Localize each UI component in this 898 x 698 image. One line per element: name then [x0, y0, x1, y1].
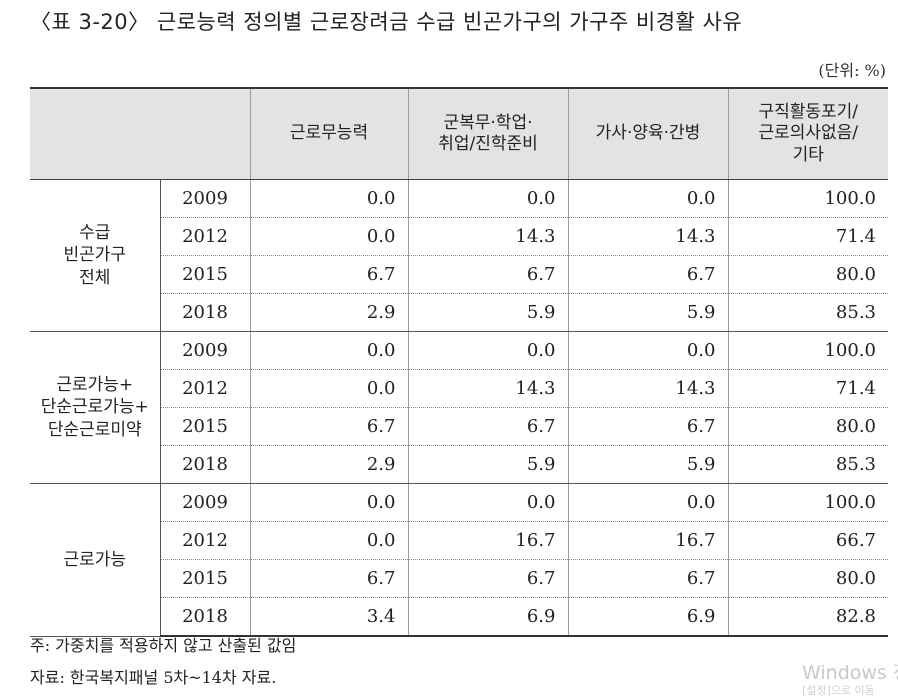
year-cell: 2009 — [160, 179, 250, 218]
table-row: 2015 6.7 6.7 6.7 80.0 — [30, 407, 888, 446]
value-cell: 71.4 — [727, 217, 888, 256]
value-cell: 100.0 — [727, 483, 888, 522]
header-col-housework-care: 가사·양육·간병 — [567, 87, 728, 180]
year-cell: 2015 — [160, 407, 250, 446]
value-cell: 16.7 — [567, 521, 728, 560]
value-cell: 16.7 — [407, 521, 568, 560]
table-row: 2018 3.4 6.9 6.9 82.8 — [30, 597, 888, 637]
windows-activation-watermark: Windows 정 — [802, 662, 898, 684]
header-col-job-giveup-other: 구직활동포기/근로의사없음/기타 — [727, 87, 888, 180]
value-cell: 100.0 — [727, 179, 888, 218]
group-label: 근로가능+ 단순근로가능+ 단순근로미약 — [30, 331, 161, 484]
value-cell: 6.7 — [249, 407, 408, 446]
table-row: 수급 빈곤가구 전체 2009 0.0 0.0 0.0 100.0 — [30, 179, 888, 332]
year-cell: 2009 — [160, 483, 250, 522]
value-cell: 0.0 — [407, 179, 568, 218]
value-cell: 0.0 — [407, 483, 568, 522]
year-cell: 2018 — [160, 597, 250, 637]
value-cell: 5.9 — [567, 445, 728, 484]
table-row: 2012 0.0 14.3 14.3 71.4 — [30, 217, 888, 256]
value-cell: 80.0 — [727, 255, 888, 294]
header-corner — [30, 87, 250, 180]
value-cell: 5.9 — [407, 445, 568, 484]
value-cell: 100.0 — [727, 331, 888, 370]
value-cell: 6.7 — [407, 407, 568, 446]
value-cell: 82.8 — [727, 597, 888, 637]
value-cell: 5.9 — [407, 293, 568, 332]
value-cell: 0.0 — [567, 483, 728, 522]
year-cell: 2009 — [160, 331, 250, 370]
value-cell: 14.3 — [407, 217, 568, 256]
year-cell: 2012 — [160, 369, 250, 408]
header-row: 근로무능력 군복무·학업· 취업/진학준비 가사·양육·간병 구직활동포기/근로의… — [30, 87, 888, 180]
table-row: 2015 6.7 6.7 6.7 80.0 — [30, 255, 888, 294]
value-cell: 6.7 — [567, 559, 728, 598]
year-cell: 2015 — [160, 559, 250, 598]
value-cell: 0.0 — [249, 521, 408, 560]
value-cell: 0.0 — [567, 331, 728, 370]
value-cell: 0.0 — [249, 483, 408, 522]
table-row: 2012 0.0 14.3 14.3 71.4 — [30, 369, 888, 408]
table-row: 2012 0.0 16.7 16.7 66.7 — [30, 521, 888, 560]
value-cell: 80.0 — [727, 407, 888, 446]
value-cell: 6.9 — [407, 597, 568, 637]
value-cell: 0.0 — [249, 217, 408, 256]
table-row: 2018 2.9 5.9 5.9 85.3 — [30, 445, 888, 484]
value-cell: 0.0 — [249, 331, 408, 370]
unit-label: (단위: %) — [818, 61, 886, 80]
table-body: 수급 빈곤가구 전체 2009 0.0 0.0 0.0 100.0 2012 0.0 14.3 14.… — [30, 179, 888, 637]
windows-activation-watermark-sub: [설정]으로 이동 — [802, 684, 875, 697]
table-row: 2018 2.9 5.9 5.9 85.3 — [30, 293, 888, 332]
value-cell: 3.4 — [249, 597, 408, 637]
value-cell: 66.7 — [727, 521, 888, 560]
value-cell: 6.7 — [407, 255, 568, 294]
value-cell: 2.9 — [249, 293, 408, 332]
header-col-work-disabled: 근로무능력 — [249, 87, 408, 180]
group-label: 수급 빈곤가구 전체 — [30, 179, 161, 332]
value-cell: 85.3 — [727, 445, 888, 484]
value-cell: 14.3 — [567, 217, 728, 256]
value-cell: 0.0 — [407, 331, 568, 370]
header-col-military-study: 군복무·학업· 취업/진학준비 — [407, 87, 568, 180]
year-cell: 2018 — [160, 293, 250, 332]
table-title: 〈표 3-20〉 근로능력 정의별 근로장려금 수급 빈곤가구의 가구주 비경활… — [30, 10, 743, 34]
footnote: 주: 가중치를 적용하지 않고 산출된 값임 — [30, 636, 297, 655]
source-note: 자료: 한국복지패널 5차~14차 자료. — [30, 668, 277, 687]
value-cell: 6.7 — [407, 559, 568, 598]
value-cell: 14.3 — [567, 369, 728, 408]
table-row: 근로가능 2009 0.0 0.0 0.0 100.0 — [30, 483, 888, 637]
value-cell: 5.9 — [567, 293, 728, 332]
value-cell: 0.0 — [249, 179, 408, 218]
value-cell: 6.7 — [249, 255, 408, 294]
table-row: 2015 6.7 6.7 6.7 80.0 — [30, 559, 888, 598]
group-label: 근로가능 — [30, 483, 161, 637]
value-cell: 2.9 — [249, 445, 408, 484]
data-table: 근로무능력 군복무·학업· 취업/진학준비 가사·양육·간병 구직활동포기/근로의… — [30, 87, 888, 637]
value-cell: 85.3 — [727, 293, 888, 332]
year-cell: 2015 — [160, 255, 250, 294]
year-cell: 2012 — [160, 217, 250, 256]
value-cell: 80.0 — [727, 559, 888, 598]
value-cell: 71.4 — [727, 369, 888, 408]
year-cell: 2012 — [160, 521, 250, 560]
value-cell: 0.0 — [567, 179, 728, 218]
value-cell: 6.7 — [567, 255, 728, 294]
value-cell: 6.7 — [567, 407, 728, 446]
value-cell: 0.0 — [249, 369, 408, 408]
value-cell: 6.9 — [567, 597, 728, 637]
table-row: 근로가능+ 단순근로가능+ 단순근로미약 2009 0.0 0.0 0.0 100.0 — [30, 331, 888, 484]
year-cell: 2018 — [160, 445, 250, 484]
value-cell: 6.7 — [249, 559, 408, 598]
value-cell: 14.3 — [407, 369, 568, 408]
